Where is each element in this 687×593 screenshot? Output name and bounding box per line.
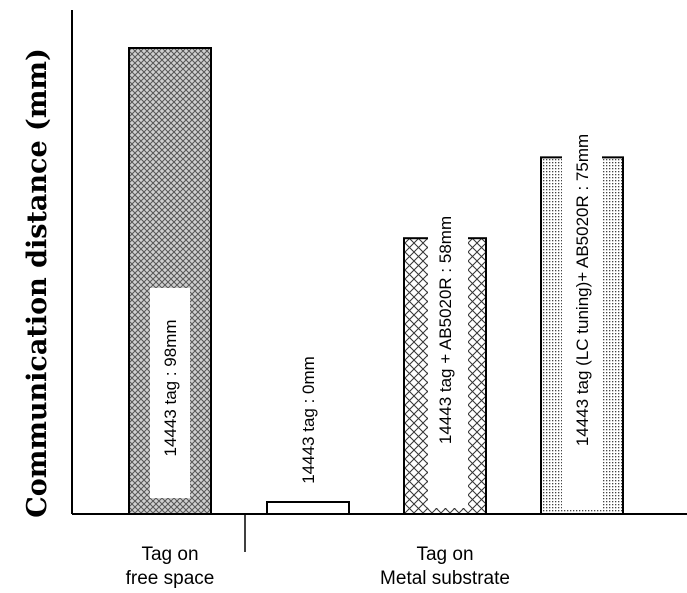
bars-layer: 14443 tag : 98mm 14443 tag : 0mm 14443 tag…	[128, 47, 624, 516]
bar-4-label-background	[562, 60, 602, 510]
group-labels: Tag on free space Tag on Metal substrate	[126, 544, 510, 589]
bar-2	[266, 501, 350, 515]
bar-1-data-label: 14443 tag : 98mm	[161, 319, 180, 456]
group-2-label-line-1: Tag on	[416, 544, 473, 565]
bar-3-data-label: 14443 tag + AB5020R : 58mm	[436, 216, 455, 444]
group-1-label-line-2: free space	[126, 568, 215, 589]
group-2-label-line-2: Metal substrate	[380, 568, 510, 589]
group-1-label-line-1: Tag on	[141, 544, 198, 565]
bar-2-data-label: 14443 tag : 0mm	[299, 356, 318, 484]
bar-1-label-background	[150, 288, 190, 498]
bar-4-data-label: 14443 tag (LC tuning)+ AB5020R : 75mm	[573, 134, 592, 446]
y-axis-label: Communication distance (mm)	[22, 48, 53, 518]
bar-3-label-background	[428, 168, 468, 508]
